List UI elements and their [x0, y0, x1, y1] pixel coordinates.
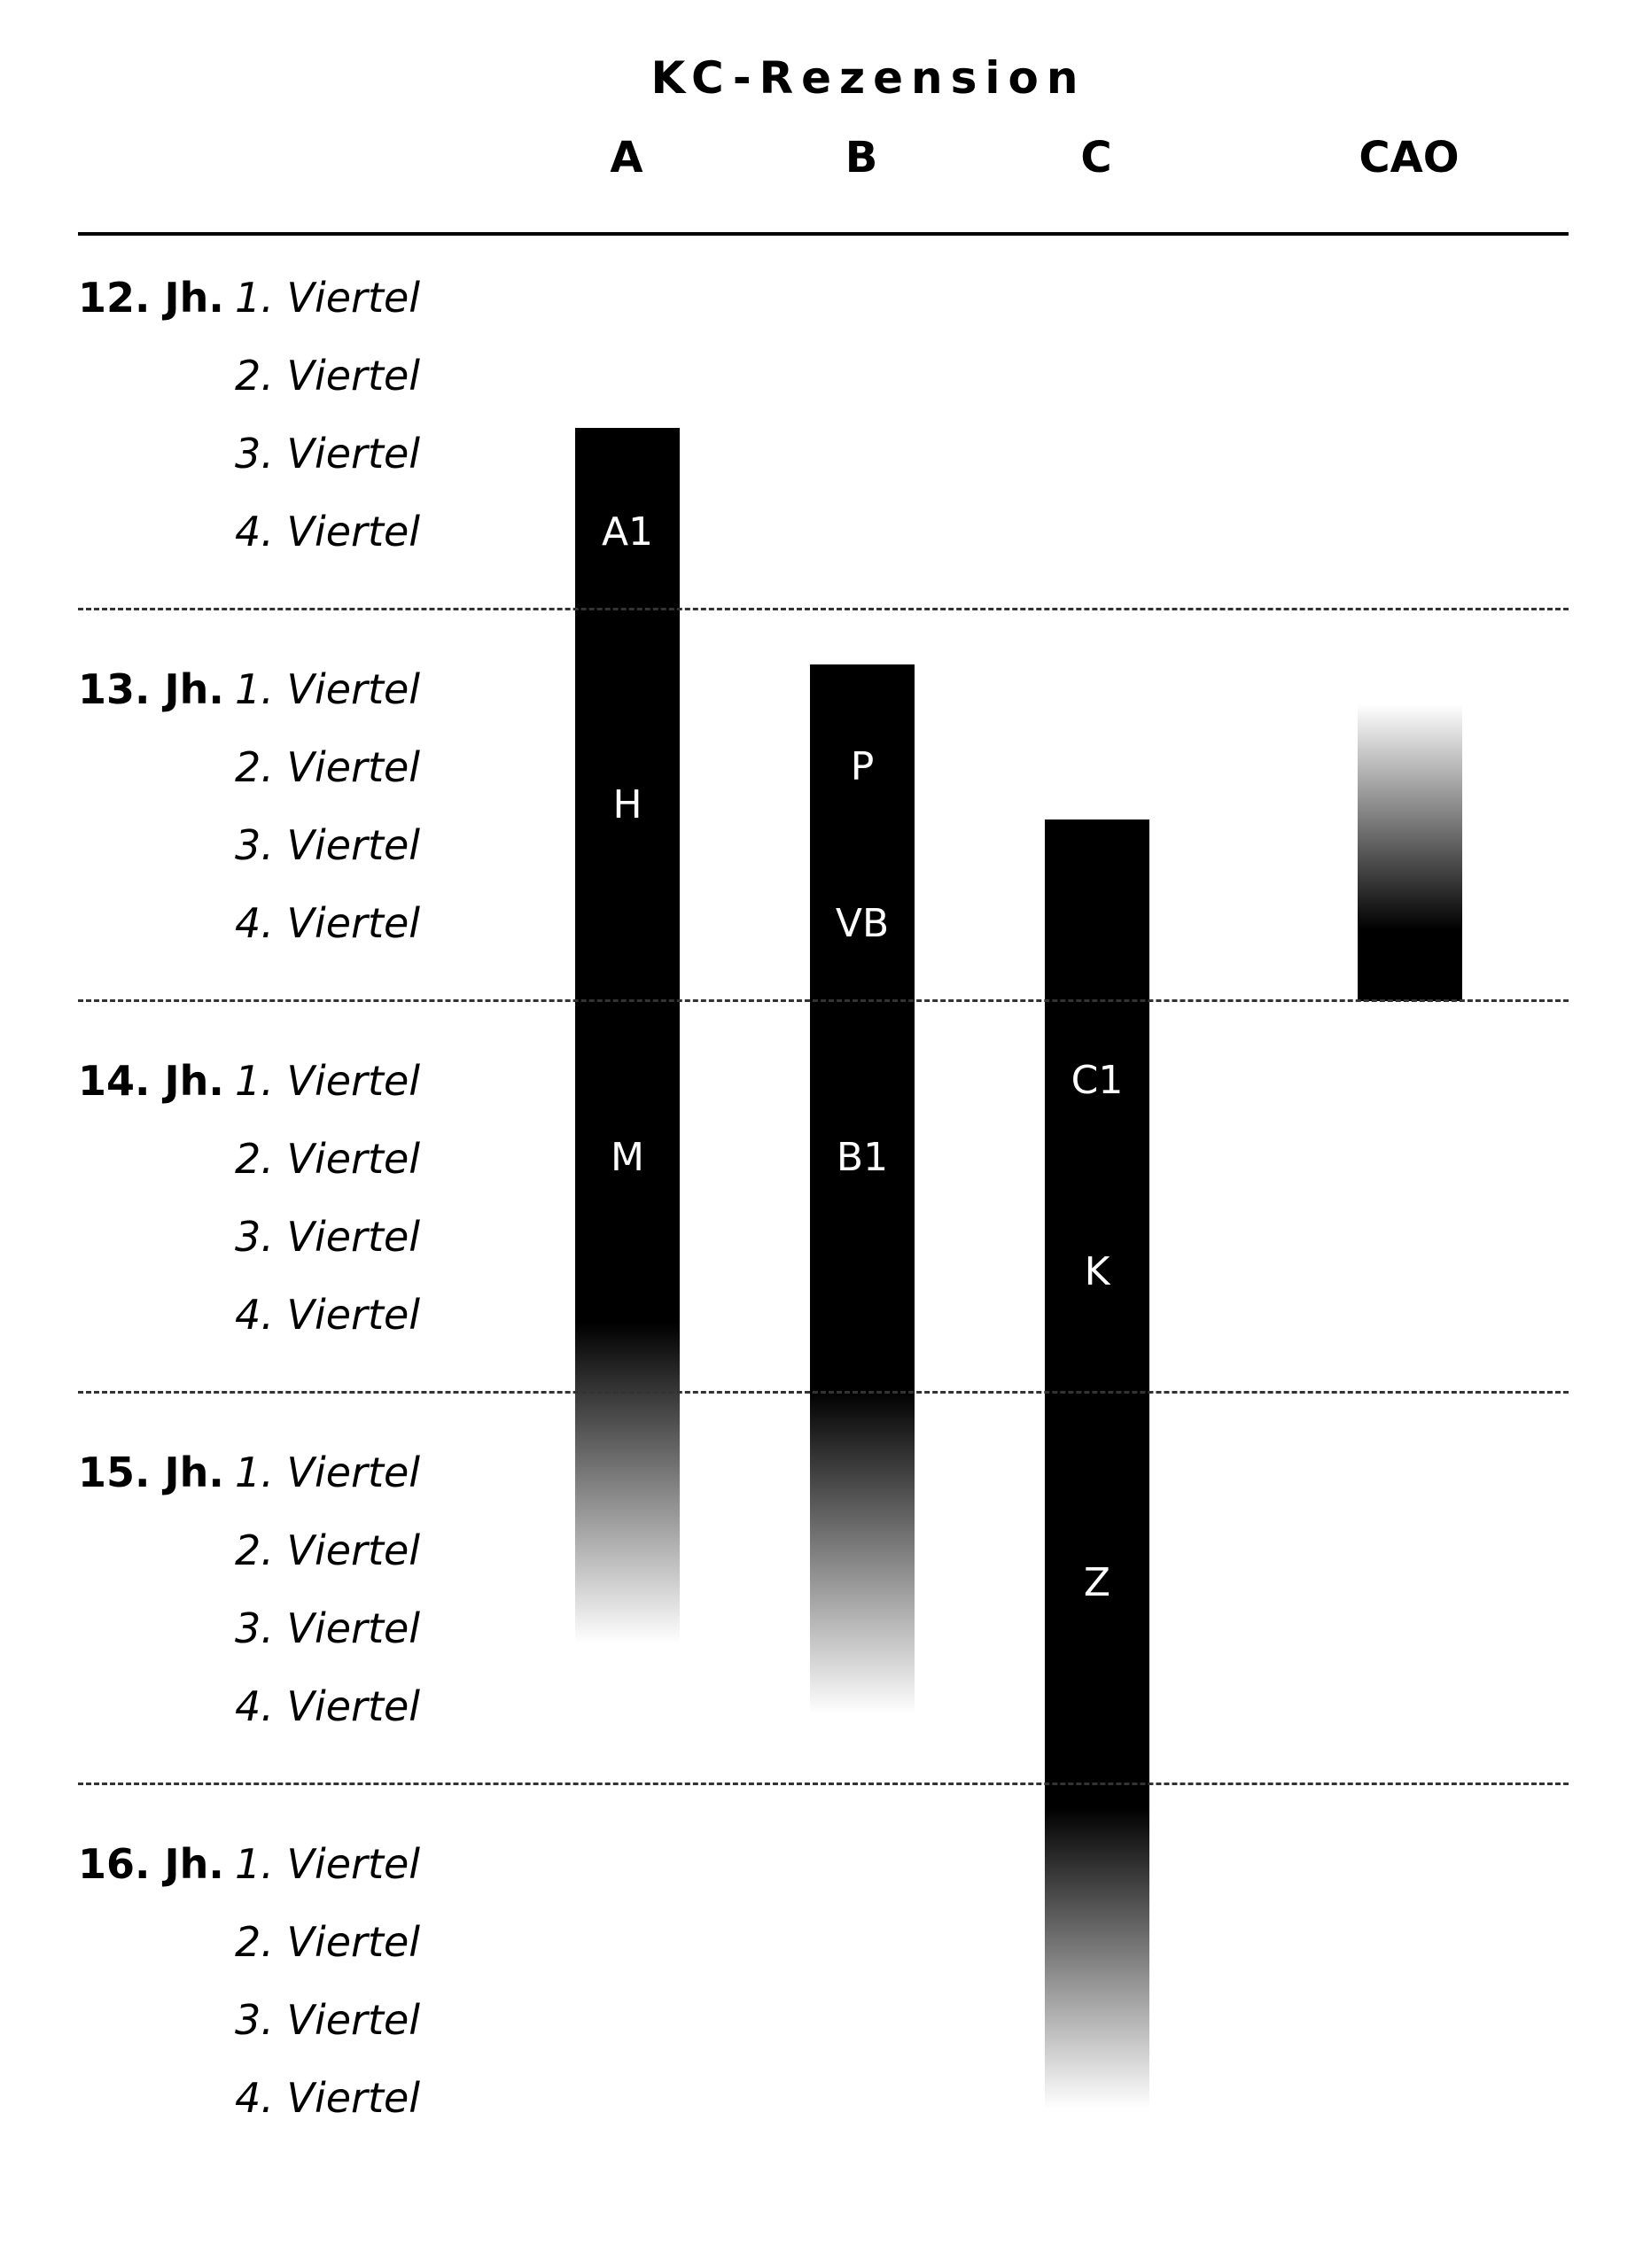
quarter-label: 4. Viertel [235, 1291, 421, 1339]
quarter-label: 3. Viertel [235, 1604, 421, 1652]
bar-label-b1: B1 [836, 1135, 889, 1180]
quarter-label: 1. Viertel [235, 1057, 421, 1105]
column-header-c: C [1080, 133, 1112, 183]
quarter-label: 4. Viertel [235, 899, 421, 947]
diagram-title: KC-Rezension [650, 52, 1086, 104]
column-header-a: A [610, 133, 643, 183]
separator-14-15 [78, 1391, 1569, 1394]
quarter-label: 4. Viertel [235, 508, 421, 555]
bar-label-m: M [611, 1135, 644, 1180]
column-header-b: B [845, 133, 878, 183]
century-label-13: 13. Jh. [78, 665, 224, 713]
century-label-12: 12. Jh. [78, 274, 224, 322]
separator-13-14 [78, 999, 1569, 1002]
bar-label-c1: C1 [1071, 1058, 1124, 1103]
bar-recension-c [1045, 819, 1149, 2109]
separator-15-16 [78, 1783, 1569, 1785]
quarter-label: 2. Viertel [235, 1526, 421, 1574]
header-rule [78, 232, 1569, 236]
quarter-label: 2. Viertel [235, 743, 421, 791]
bar-label-h: H [612, 782, 642, 827]
quarter-label: 1. Viertel [235, 1840, 421, 1888]
quarter-label: 2. Viertel [235, 352, 421, 400]
quarter-label: 3. Viertel [235, 1996, 421, 2044]
bar-label-p: P [850, 744, 875, 789]
quarter-label: 3. Viertel [235, 821, 421, 869]
column-header-cao: CAO [1359, 133, 1460, 183]
century-label-15: 15. Jh. [78, 1449, 224, 1496]
bar-recension-a [575, 428, 680, 1643]
century-label-14: 14. Jh. [78, 1057, 224, 1105]
quarter-label: 2. Viertel [235, 1918, 421, 1966]
separator-12-13 [78, 608, 1569, 610]
quarter-label: 1. Viertel [235, 274, 421, 322]
bar-label-vb: VB [835, 901, 890, 946]
quarter-label: 1. Viertel [235, 665, 421, 713]
quarter-label: 2. Viertel [235, 1135, 421, 1183]
quarter-label: 3. Viertel [235, 1213, 421, 1261]
quarter-label: 4. Viertel [235, 2074, 421, 2122]
quarter-label: 1. Viertel [235, 1449, 421, 1496]
century-label-16: 16. Jh. [78, 1840, 224, 1888]
bar-label-a1: A1 [601, 509, 654, 555]
bar-recension-b [810, 664, 915, 1714]
quarter-label: 4. Viertel [235, 1682, 421, 1730]
bar-label-k: K [1084, 1249, 1110, 1294]
bar-recension-cao [1358, 704, 1462, 1001]
bar-label-z: Z [1083, 1560, 1111, 1605]
quarter-label: 3. Viertel [235, 430, 421, 478]
